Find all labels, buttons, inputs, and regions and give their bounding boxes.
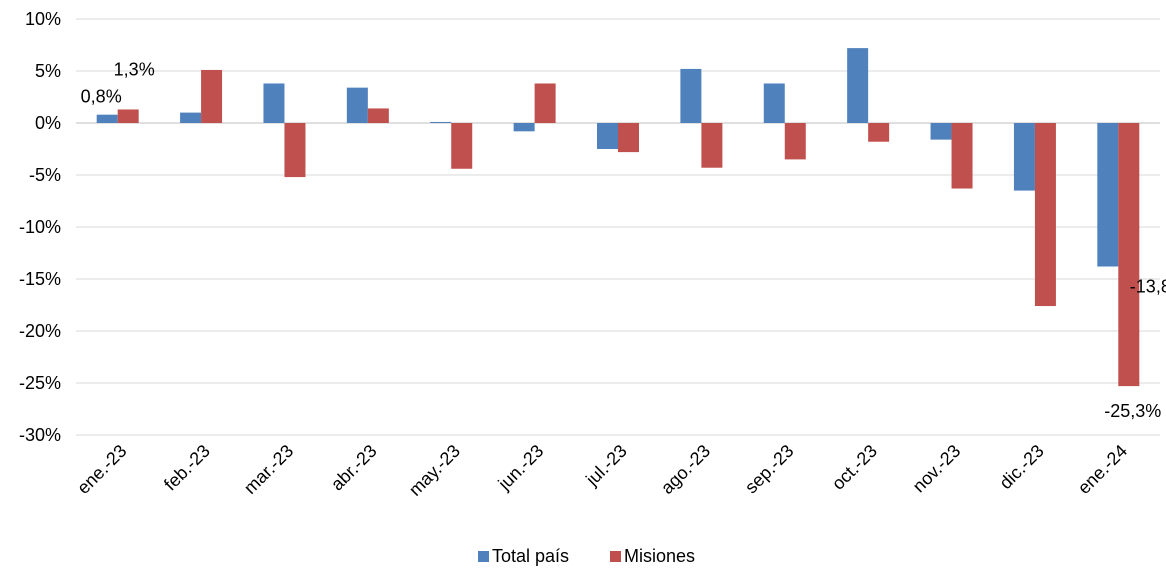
x-tick-label: ene.-23	[73, 441, 130, 498]
y-tick-label: -25%	[19, 373, 61, 393]
x-tick-label: mar.-23	[240, 441, 297, 498]
data-labels: 0,8% 1,3% -13,8% -25,3%	[81, 59, 1166, 421]
x-tick-label: jul.-23	[581, 441, 631, 491]
bar-total-pais-jul.-23	[597, 123, 618, 149]
y-tick-label: -20%	[19, 321, 61, 341]
x-tick-label: abr.-23	[327, 441, 381, 495]
gridlines	[76, 18, 1160, 436]
y-axis-tick-labels: 10% 5% 0% -5% -10% -15% -20% -25% -30%	[19, 9, 61, 445]
data-label: 1,3%	[114, 59, 155, 79]
bar-total-pais-jun.-23	[513, 123, 535, 132]
x-tick-label: feb.-23	[160, 441, 214, 495]
data-label: -25,3%	[1104, 401, 1161, 421]
bar-total-pais-feb.-23	[180, 112, 202, 123]
bar-total-pais-abr.-23	[346, 87, 368, 123]
x-tick-label: nov.-23	[909, 441, 965, 497]
data-label: -13,8%	[1130, 277, 1166, 297]
bar-total-pais-may.-23	[430, 121, 452, 123]
x-axis-tick-labels: ene.-23 feb.-23 mar.-23 abr.-23 may.-23 jun.-…	[73, 441, 1131, 500]
bar-misiones-dic.-23	[1034, 123, 1056, 307]
x-tick-label: may.-23	[405, 441, 464, 500]
bar-misiones-nov.-23	[951, 123, 973, 189]
x-tick-label: jun.-23	[494, 441, 548, 495]
bar-misiones-feb.-23	[201, 69, 223, 123]
bar-total-pais-mar.-23	[263, 83, 285, 123]
x-tick-label: oct.-23	[828, 441, 881, 494]
legend-label-total-pais: Total país	[492, 546, 569, 566]
bar-misiones-ene.-23	[117, 109, 139, 123]
y-tick-label: 10%	[25, 9, 61, 29]
y-tick-label: -15%	[19, 269, 61, 289]
bar-total-pais-ene.-24	[1097, 123, 1119, 267]
bar-misiones-sep.-23	[784, 123, 806, 160]
y-tick-label: -10%	[19, 217, 61, 237]
x-tick-label: ago.-23	[657, 441, 714, 498]
bar-misiones-jul.-23	[618, 123, 639, 153]
legend-label-misiones: Misiones	[624, 546, 695, 566]
y-tick-label: -5%	[29, 165, 61, 185]
bar-total-pais-ene.-23	[96, 114, 118, 123]
bar-total-pais-oct.-23	[847, 48, 869, 124]
x-tick-label: dic.-23	[995, 441, 1047, 493]
bars	[96, 48, 1140, 387]
bar-misiones-ago.-23	[701, 123, 723, 168]
bar-misiones-abr.-23	[367, 108, 389, 123]
bar-total-pais-nov.-23	[930, 123, 952, 140]
legend: Total país Misiones	[478, 546, 695, 566]
bar-misiones-jun.-23	[534, 83, 556, 123]
legend-swatch-misiones	[610, 551, 621, 562]
bar-misiones-oct.-23	[868, 123, 890, 142]
bar-misiones-ene.-24	[1118, 123, 1140, 387]
bar-total-pais-dic.-23	[1013, 123, 1035, 191]
bar-misiones-may.-23	[451, 123, 473, 169]
x-tick-label: sep.-23	[741, 441, 798, 498]
y-tick-label: -30%	[19, 425, 61, 445]
x-tick-label: ene.-24	[1074, 441, 1131, 498]
bar-misiones-mar.-23	[284, 123, 306, 178]
data-label: 0,8%	[81, 87, 122, 107]
legend-swatch-total-pais	[478, 551, 489, 562]
y-tick-label: 5%	[35, 61, 61, 81]
bar-total-pais-sep.-23	[763, 83, 785, 123]
bar-total-pais-ago.-23	[680, 68, 702, 123]
y-tick-label: 0%	[35, 113, 61, 133]
